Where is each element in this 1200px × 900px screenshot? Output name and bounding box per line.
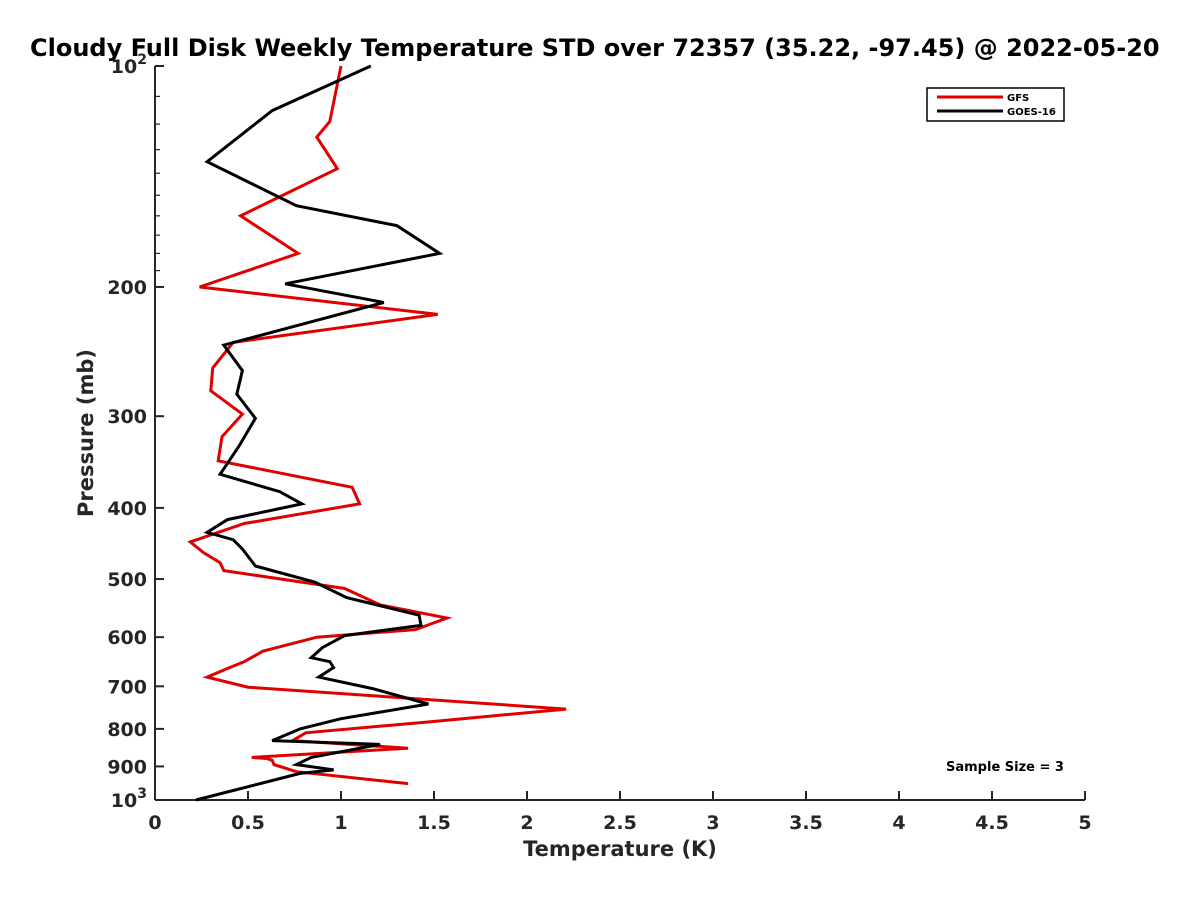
legend: GFS GOES-16 xyxy=(926,87,1065,122)
sample-size-annotation: Sample Size = 3 xyxy=(946,760,1064,775)
y-tick-label: 102 xyxy=(111,52,147,78)
y-tick-label: 500 xyxy=(107,569,147,591)
x-tick-label: 0 xyxy=(148,812,161,834)
y-axis-label: Pressure (mb) xyxy=(74,349,98,517)
x-axis-label: Temperature (K) xyxy=(523,837,717,861)
legend-label-gfs: GFS xyxy=(1007,93,1029,104)
x-tick-label: 1.5 xyxy=(417,812,451,834)
x-tick-label: 2.5 xyxy=(603,812,637,834)
x-tick-label: 4.5 xyxy=(975,812,1009,834)
x-tick-label: 4 xyxy=(892,812,905,834)
y-tick-label: 400 xyxy=(107,498,147,520)
legend-label-goes-16: GOES-16 xyxy=(1007,107,1056,118)
y-tick-label: 700 xyxy=(107,676,147,698)
y-tick-label: 200 xyxy=(107,277,147,299)
series-line-goes-16 xyxy=(195,64,444,802)
x-tick-label: 5 xyxy=(1078,812,1091,834)
y-tick-label: 900 xyxy=(107,756,147,778)
y-tick-label: 103 xyxy=(111,786,147,812)
x-tick-label: 3 xyxy=(706,812,719,834)
legend-box xyxy=(926,87,1065,122)
x-tick-label: 2 xyxy=(520,812,533,834)
x-tick-label: 0.5 xyxy=(231,812,265,834)
y-tick-label: 600 xyxy=(107,627,147,649)
x-tick-label: 3.5 xyxy=(789,812,823,834)
y-tick-label: 300 xyxy=(107,406,147,428)
x-tick-label: 1 xyxy=(334,812,347,834)
axes: 0 0.5 1 1.5 2 2.5 3 3.5 4 4.5 5 102 200 300 400 500 600 7… xyxy=(107,52,1091,834)
chart-title: Cloudy Full Disk Weekly Temperature STD … xyxy=(30,34,1160,62)
plot-lines xyxy=(187,64,567,802)
y-tick-label: 800 xyxy=(107,719,147,741)
